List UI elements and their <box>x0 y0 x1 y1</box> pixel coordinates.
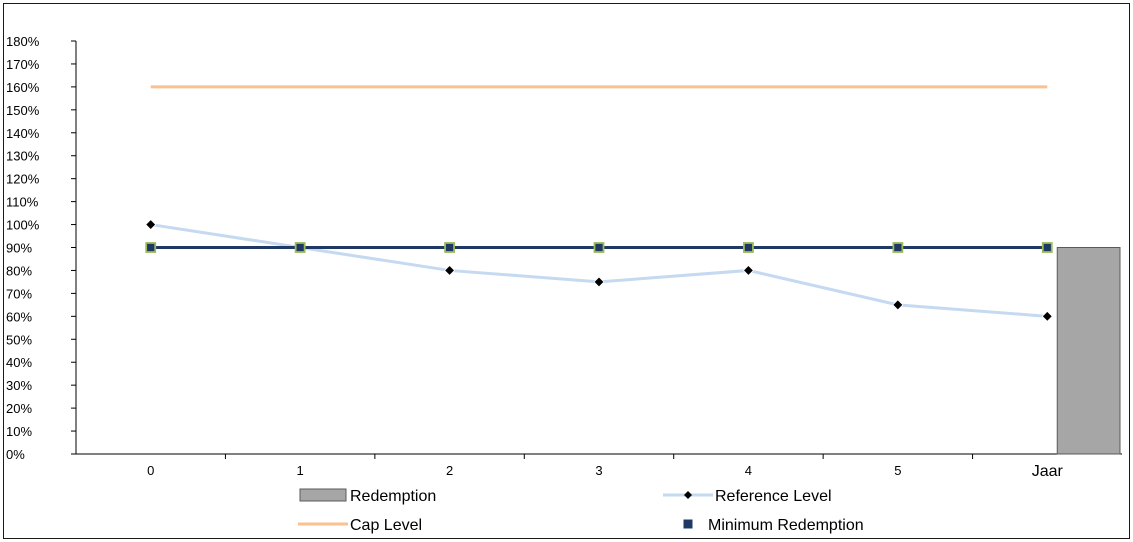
y-tick-label: 160% <box>6 80 40 95</box>
x-tick-label: Jaar <box>1032 463 1064 480</box>
x-tick-label: 4 <box>745 463 752 478</box>
y-tick-label: 150% <box>6 103 40 118</box>
y-tick-label: 170% <box>6 57 40 72</box>
y-tick-label: 180% <box>6 34 40 49</box>
y-tick-label: 130% <box>6 149 40 164</box>
reference-level-point <box>1041 310 1053 322</box>
y-tick-label: 60% <box>6 309 32 324</box>
y-tick-label: 0% <box>6 447 25 462</box>
reference-level-point <box>742 264 754 277</box>
minimum-redemption-point <box>145 242 157 253</box>
legend-swatch-redemption <box>299 488 347 502</box>
legend-label-reference-level: Reference Level <box>715 488 832 505</box>
reference-level-point <box>145 218 157 231</box>
y-tick-label: 80% <box>6 263 32 278</box>
x-tick-label: 0 <box>147 463 154 478</box>
reference-level-point <box>593 276 605 288</box>
redemption-bar <box>1056 247 1121 455</box>
x-tick-label: 2 <box>446 463 453 478</box>
reference-level-point <box>444 264 456 277</box>
y-tick-label: 30% <box>6 378 32 393</box>
chart-frame <box>3 3 1130 539</box>
minimum-redemption-point <box>593 242 605 253</box>
legend-label-minimum-redemption: Minimum Redemption <box>708 517 864 534</box>
legend-label-redemption: Redemption <box>350 488 436 505</box>
y-tick-label: 20% <box>6 401 32 416</box>
y-tick-label: 140% <box>6 126 40 141</box>
y-tick-label: 110% <box>6 195 39 210</box>
reference-level-point <box>892 299 904 311</box>
y-tick-label: 70% <box>6 286 32 301</box>
reference-level-line <box>150 223 1048 318</box>
y-tick-label: 40% <box>6 355 32 370</box>
y-tick-label: 100% <box>6 218 40 233</box>
y-tick-label: 50% <box>6 332 32 347</box>
minimum-redemption-point <box>444 242 455 253</box>
x-tick-label: 3 <box>595 463 602 478</box>
y-tick-label: 120% <box>6 172 40 187</box>
x-tick-label: 1 <box>297 463 304 478</box>
y-tick-label: 10% <box>6 424 32 439</box>
y-tick-label: 90% <box>6 241 32 256</box>
legend-label-cap-level: Cap Level <box>350 517 422 534</box>
minimum-redemption-point <box>294 242 306 253</box>
minimum-redemption-point <box>743 242 754 253</box>
minimum-redemption-point <box>1041 242 1053 253</box>
x-tick-label: 5 <box>894 463 901 478</box>
legend-marker-reference-level <box>684 491 692 499</box>
legend-swatch-minimum-redemption <box>683 519 693 529</box>
minimum-redemption-point <box>892 242 904 253</box>
